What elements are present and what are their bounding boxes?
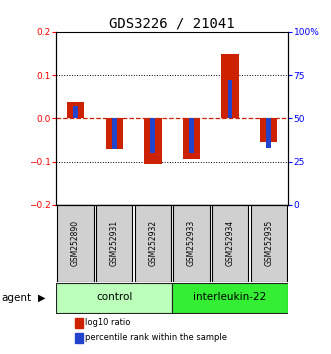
Bar — [260, 118, 277, 142]
Bar — [221, 54, 239, 118]
Bar — [266, 118, 271, 148]
Bar — [73, 106, 78, 118]
Text: GSM252935: GSM252935 — [264, 220, 273, 266]
Text: percentile rank within the sample: percentile rank within the sample — [84, 333, 226, 342]
Bar — [212, 205, 248, 281]
Text: log10 ratio: log10 ratio — [84, 318, 130, 327]
Bar — [172, 283, 288, 313]
Text: GSM252890: GSM252890 — [71, 220, 80, 266]
Bar — [75, 318, 83, 328]
Bar — [67, 102, 84, 118]
Text: interleukin-22: interleukin-22 — [193, 292, 267, 302]
Text: GSM252933: GSM252933 — [187, 220, 196, 266]
Bar — [183, 118, 200, 159]
Bar — [173, 205, 210, 281]
Bar — [75, 332, 83, 343]
Bar — [189, 118, 194, 153]
Bar — [251, 205, 287, 281]
Text: control: control — [96, 292, 132, 302]
Bar — [135, 205, 171, 281]
Bar — [96, 205, 132, 281]
Title: GDS3226 / 21041: GDS3226 / 21041 — [109, 17, 235, 31]
Bar — [56, 283, 172, 313]
Text: GSM252934: GSM252934 — [225, 220, 235, 266]
Text: agent: agent — [2, 293, 32, 303]
Bar — [112, 118, 117, 149]
Bar — [228, 80, 232, 118]
Bar — [58, 205, 94, 281]
Text: ▶: ▶ — [38, 293, 46, 303]
Text: GSM252931: GSM252931 — [110, 220, 119, 266]
Bar — [144, 118, 162, 164]
Bar — [151, 118, 155, 153]
Text: GSM252932: GSM252932 — [148, 220, 157, 266]
Bar — [106, 118, 123, 149]
